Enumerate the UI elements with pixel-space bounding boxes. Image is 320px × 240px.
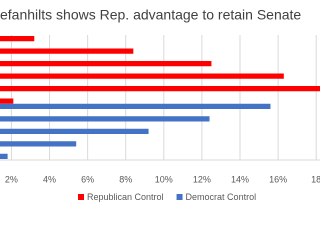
x-tick-label: 16% [269, 174, 287, 184]
bar [0, 116, 210, 122]
legend-swatch [78, 194, 84, 200]
bar [0, 48, 134, 54]
bar [0, 73, 284, 79]
chart: efanhilts shows Rep. advantage to retain… [0, 7, 320, 202]
x-tick-label: 8% [119, 174, 132, 184]
bar [0, 86, 320, 92]
bar [0, 103, 271, 109]
x-tick-label: 14% [231, 174, 249, 184]
x-tick-label: 10% [155, 174, 173, 184]
bar [0, 61, 212, 67]
legend-swatch [176, 194, 183, 200]
bar [0, 153, 8, 159]
x-tick-label: 2% [5, 174, 18, 184]
bar [0, 141, 77, 147]
x-tick-label: 6% [81, 174, 94, 184]
legend-label: Democrat Control [186, 192, 257, 202]
bar [0, 128, 149, 134]
bar [0, 36, 35, 42]
legend-label: Republican Control [87, 192, 164, 202]
x-tick-label: 4% [43, 174, 56, 184]
chart-title: efanhilts shows Rep. advantage to retain… [0, 7, 301, 23]
bar [0, 98, 14, 104]
x-tick-label: 18 [311, 174, 320, 184]
x-tick-label: 12% [193, 174, 211, 184]
